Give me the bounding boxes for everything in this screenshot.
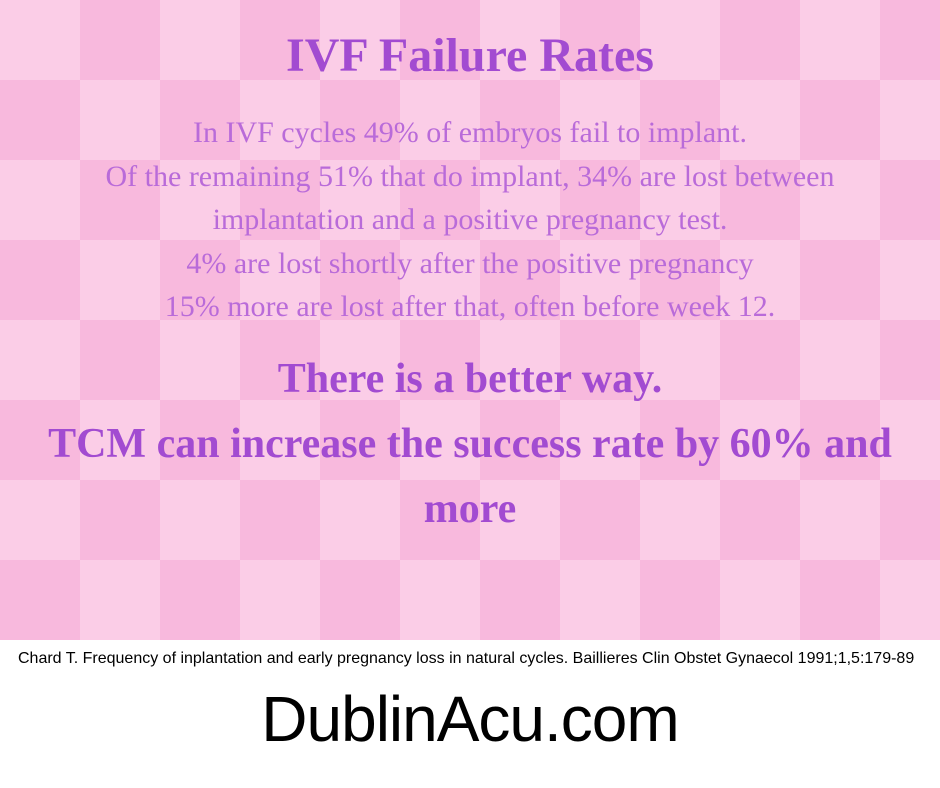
heading-title: IVF Failure Rates: [40, 28, 900, 83]
infographic-panel: IVF Failure Rates In IVF cycles 49% of e…: [0, 0, 940, 640]
citation-text: Chard T. Frequency of inplantation and e…: [14, 650, 926, 668]
emphasis-line-1: There is a better way.: [40, 347, 900, 412]
body-line-4: 15% more are lost after that, often befo…: [40, 285, 900, 329]
body-line-1: In IVF cycles 49% of embryos fail to imp…: [40, 111, 900, 155]
body-line-3: 4% are lost shortly after the positive p…: [40, 242, 900, 286]
body-text-block: In IVF cycles 49% of embryos fail to imp…: [40, 111, 900, 329]
site-name: DublinAcu.com: [14, 682, 926, 756]
emphasis-line-2: TCM can increase the success rate by 60%…: [40, 412, 900, 542]
emphasis-block: There is a better way. TCM can increase …: [40, 347, 900, 542]
footer-block: Chard T. Frequency of inplantation and e…: [0, 640, 940, 756]
body-line-2: Of the remaining 51% that do implant, 34…: [40, 155, 900, 242]
